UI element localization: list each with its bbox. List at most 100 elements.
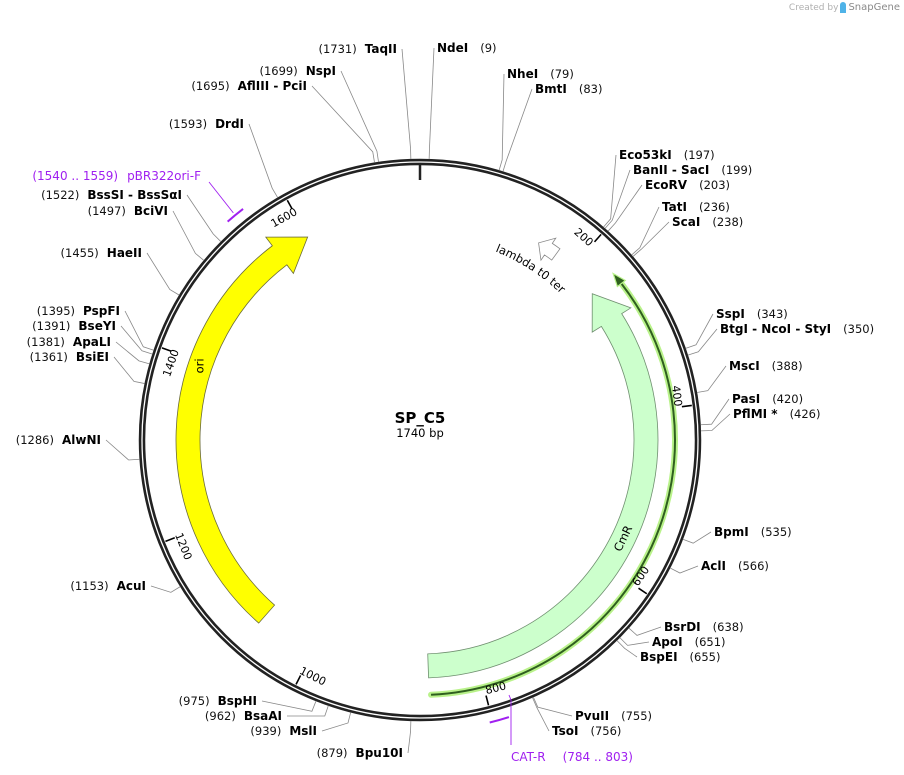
enzyme-label[interactable]: (939) MslI: [250, 724, 317, 738]
enzyme-site[interactable]: BspEI (655): [616, 640, 721, 664]
primer-label[interactable]: (1540 .. 1559) pBR322ori-F: [32, 169, 201, 183]
enzyme-site[interactable]: TatI (236): [631, 200, 730, 256]
enzyme-label[interactable]: ApoI (651): [652, 635, 726, 649]
enzyme-label[interactable]: (1522) BssSI - BssSαI: [41, 188, 182, 202]
enzyme-label[interactable]: (1286) AlwNI: [16, 433, 101, 447]
enzyme-label[interactable]: NheI (79): [507, 67, 574, 81]
enzyme-label[interactable]: (1695) AflIII - PciI: [191, 79, 307, 93]
enzyme-position: (79): [550, 67, 574, 81]
feature-arrow[interactable]: [538, 237, 561, 262]
enzyme-label[interactable]: ScaI (238): [672, 215, 743, 229]
enzyme-name: PasI: [732, 392, 760, 406]
enzyme-site[interactable]: PvuII (755): [532, 696, 652, 723]
feature-cmr[interactable]: CmR: [427, 293, 659, 679]
enzyme-site[interactable]: (1497) BciVI: [88, 204, 205, 261]
enzyme-label[interactable]: (879) Bpu10I: [317, 746, 403, 760]
enzyme-label[interactable]: PasI (420): [732, 392, 803, 406]
enzyme-site[interactable]: (1455) HaeII: [61, 246, 180, 296]
enzyme-label[interactable]: MscI (388): [729, 359, 803, 373]
enzyme-site[interactable]: AclI (566): [669, 559, 769, 574]
enzyme-site[interactable]: (1699) NspI: [260, 64, 379, 163]
enzyme-site[interactable]: (1522) BssSI - BssSαI: [41, 188, 222, 242]
enzyme-label[interactable]: (1455) HaeII: [61, 246, 142, 260]
enzyme-label[interactable]: BspEI (655): [640, 650, 720, 664]
enzyme-site[interactable]: (1361) BsiEI: [30, 350, 145, 384]
enzyme-site[interactable]: (962) BsaAI: [205, 705, 329, 723]
enzyme-name: MslI: [289, 724, 317, 738]
enzyme-label[interactable]: (975) BspHI: [179, 694, 257, 708]
enzyme-label[interactable]: BsrDI (638): [664, 620, 744, 634]
enzyme-label[interactable]: (962) BsaAI: [205, 709, 282, 723]
plasmid-length: 1740 bp: [396, 426, 444, 440]
feature-ori[interactable]: ori: [175, 236, 309, 624]
primer-cat-r[interactable]: CAT-R (784 .. 803): [489, 694, 633, 764]
enzyme-site[interactable]: (879) Bpu10I: [317, 720, 412, 760]
enzyme-site[interactable]: (1381) ApaLI: [27, 335, 150, 365]
enzyme-label[interactable]: BanII - SacI (199): [633, 163, 752, 177]
enzyme-name: PflMI *: [733, 407, 778, 421]
enzyme-site[interactable]: (1153) AcuI: [70, 579, 181, 593]
enzyme-label[interactable]: (1699) NspI: [260, 64, 337, 78]
enzyme-site[interactable]: BmtI (83): [502, 82, 603, 172]
enzyme-label[interactable]: (1395) PspFI: [37, 304, 120, 318]
backbone-outer-ring: [138, 158, 702, 722]
enzyme-site[interactable]: BsrDI (638): [628, 620, 744, 636]
enzyme-name: BssSI - BssSαI: [87, 188, 182, 202]
enzyme-site[interactable]: NheI (79): [498, 67, 574, 171]
enzyme-site[interactable]: EcoRV (203): [607, 178, 730, 232]
enzyme-site[interactable]: PflMI * (426): [700, 407, 821, 432]
enzyme-site[interactable]: Eco53kI (197): [603, 148, 715, 228]
enzyme-label[interactable]: AclI (566): [701, 559, 769, 573]
enzyme-site[interactable]: TsoI (756): [532, 697, 621, 738]
enzyme-label[interactable]: Eco53kI (197): [619, 148, 715, 162]
enzyme-leader-line: [401, 48, 412, 160]
enzyme-label[interactable]: (1153) AcuI: [70, 579, 146, 593]
enzyme-label[interactable]: (1381) ApaLI: [27, 335, 111, 349]
enzyme-site[interactable]: (975) BspHI: [179, 694, 317, 712]
orf-cmr[interactable]: [428, 272, 678, 698]
enzyme-site[interactable]: (1395) PspFI: [37, 304, 154, 351]
enzyme-leader-line: [700, 413, 731, 432]
enzyme-site[interactable]: (1391) BseYI: [32, 319, 153, 355]
enzyme-site[interactable]: (1593) DrdI: [169, 117, 279, 198]
enzyme-label[interactable]: (1497) BciVI: [88, 204, 168, 218]
feature-arrow[interactable]: [427, 293, 659, 679]
enzyme-site[interactable]: (939) MslI: [250, 712, 352, 738]
enzyme-label[interactable]: BtgI - NcoI - StyI (350): [720, 322, 874, 336]
enzyme-label[interactable]: NdeI (9): [437, 41, 497, 55]
primer-pbr322ori-f[interactable]: (1540 .. 1559) pBR322ori-F: [32, 169, 244, 223]
enzyme-label[interactable]: PvuII (755): [575, 709, 652, 723]
enzyme-site[interactable]: BpmI (535): [682, 525, 792, 544]
enzyme-site[interactable]: BtgI - NcoI - StyI (350): [687, 322, 874, 356]
enzyme-label[interactable]: (1391) BseYI: [32, 319, 116, 333]
enzyme-label[interactable]: PflMI * (426): [733, 407, 821, 421]
feature-arrow[interactable]: [175, 236, 309, 624]
enzyme-label[interactable]: (1731) TaqII: [318, 42, 397, 56]
enzyme-label[interactable]: TsoI (756): [552, 724, 621, 738]
enzyme-name: BsaAI: [244, 709, 282, 723]
enzyme-site[interactable]: PasI (420): [700, 392, 804, 426]
primer-label[interactable]: CAT-R (784 .. 803): [511, 750, 633, 764]
enzyme-site[interactable]: BanII - SacI (199): [604, 163, 752, 229]
enzyme-site[interactable]: (1286) AlwNI: [16, 433, 140, 461]
enzyme-site[interactable]: ScaI (238): [632, 215, 743, 257]
enzyme-label[interactable]: BpmI (535): [714, 525, 792, 539]
enzyme-label[interactable]: EcoRV (203): [645, 178, 730, 192]
enzyme-position: (1395): [37, 304, 75, 318]
enzyme-site[interactable]: NdeI (9): [428, 41, 497, 160]
enzyme-site[interactable]: MscI (388): [696, 359, 803, 393]
enzyme-label[interactable]: TatI (236): [662, 200, 730, 214]
enzyme-site[interactable]: (1731) TaqII: [318, 42, 412, 160]
enzyme-leader-line: [150, 585, 181, 593]
enzyme-site[interactable]: (1695) AflIII - PciI: [191, 79, 375, 163]
enzyme-site[interactable]: ApoI (651): [619, 635, 726, 649]
enzyme-label[interactable]: SspI (343): [716, 307, 788, 321]
enzyme-position: (755): [621, 709, 652, 723]
enzyme-site[interactable]: SspI (343): [685, 307, 788, 349]
tick-label: 400: [669, 385, 685, 407]
enzyme-label[interactable]: (1593) DrdI: [169, 117, 244, 131]
enzyme-label[interactable]: BmtI (83): [535, 82, 602, 96]
enzyme-name: BciVI: [134, 204, 168, 218]
enzyme-label[interactable]: (1361) BsiEI: [30, 350, 109, 364]
enzyme-name: PvuII: [575, 709, 609, 723]
